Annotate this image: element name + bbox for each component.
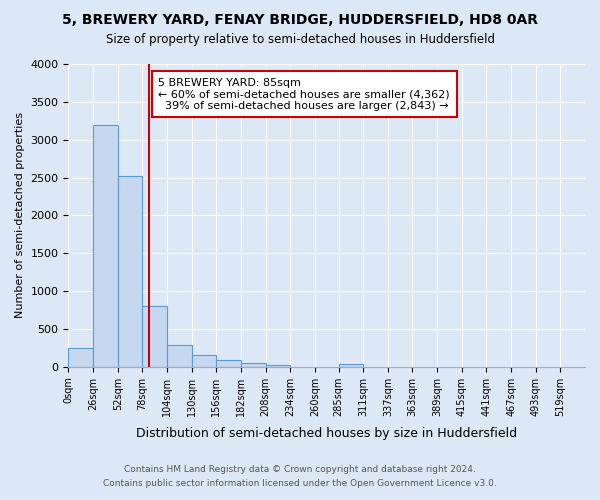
Bar	[216, 360, 241, 367]
Text: Contains public sector information licensed under the Open Government Licence v3: Contains public sector information licen…	[103, 478, 497, 488]
Text: Size of property relative to semi-detached houses in Huddersfield: Size of property relative to semi-detach…	[106, 32, 494, 46]
Bar	[68, 348, 93, 367]
Bar	[142, 306, 167, 367]
Bar	[241, 363, 266, 367]
Text: 5 BREWERY YARD: 85sqm
← 60% of semi-detached houses are smaller (4,362)
  39% of: 5 BREWERY YARD: 85sqm ← 60% of semi-deta…	[158, 78, 450, 111]
Y-axis label: Number of semi-detached properties: Number of semi-detached properties	[15, 112, 25, 318]
Bar	[118, 176, 142, 367]
Bar	[338, 364, 363, 367]
Bar	[167, 345, 191, 367]
Bar	[266, 364, 290, 367]
Bar	[93, 124, 118, 367]
Text: 5, BREWERY YARD, FENAY BRIDGE, HUDDERSFIELD, HD8 0AR: 5, BREWERY YARD, FENAY BRIDGE, HUDDERSFI…	[62, 12, 538, 26]
X-axis label: Distribution of semi-detached houses by size in Huddersfield: Distribution of semi-detached houses by …	[136, 427, 517, 440]
Text: Contains HM Land Registry data © Crown copyright and database right 2024.: Contains HM Land Registry data © Crown c…	[124, 465, 476, 474]
Bar	[191, 355, 216, 367]
